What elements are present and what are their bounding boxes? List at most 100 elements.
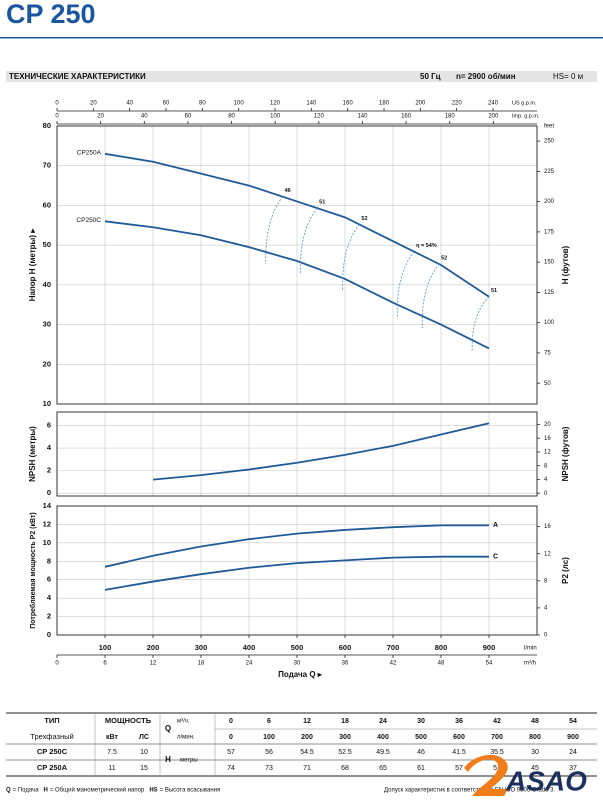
legend-text: = Подача <box>13 788 40 794</box>
y2-tick-label: 8 <box>544 463 548 469</box>
table-cell: 24 <box>379 718 387 725</box>
table-head: МОЩНОСТЬ <box>105 716 152 725</box>
y-tick-label: 4 <box>47 443 52 452</box>
table-cell: 300 <box>339 734 351 741</box>
table-cell: 11 <box>108 765 115 772</box>
top-tick-label: 120 <box>314 114 325 120</box>
table-cell: 15 <box>140 765 148 772</box>
table-cell: 61 <box>417 765 425 772</box>
table-cell: 800 <box>529 734 541 741</box>
x-tick-label: 500 <box>291 643 304 652</box>
top-tick-label: 100 <box>234 101 245 107</box>
top-tick-label: 180 <box>445 114 456 120</box>
efficiency-line <box>265 196 283 265</box>
x-tick-label: 100 <box>99 643 112 652</box>
x-tick-label: 200 <box>147 643 160 652</box>
efficiency-line <box>299 207 318 275</box>
y-tick-label: 2 <box>47 612 51 621</box>
x-tick-label: 900 <box>483 643 496 652</box>
top-tick-label: 80 <box>228 114 235 120</box>
table-cell: 73 <box>265 765 273 772</box>
y2-axis-label: H (футов) <box>561 245 570 284</box>
table-cell: 10 <box>140 749 148 756</box>
y-tick-label: 30 <box>43 320 51 329</box>
curve <box>152 422 490 481</box>
y2-tick-label: 50 <box>544 381 551 387</box>
table-model: CP 250C <box>37 747 68 756</box>
section-title: ТЕХНИЧЕСКИЕ ХАРАКТЕРИСТИКИ <box>9 72 146 81</box>
y2-tick-label: 100 <box>544 320 555 326</box>
y-tick-label: 12 <box>43 519 51 528</box>
table-head: ЛС <box>139 734 149 741</box>
top-tick-label: 180 <box>379 101 390 107</box>
table-cell: 35.5 <box>490 749 504 756</box>
table-cell: 74 <box>227 765 235 772</box>
table-cell: 0 <box>229 718 233 725</box>
x-tick-label: 400 <box>243 643 256 652</box>
table-cell: 500 <box>415 734 427 741</box>
top-tick-label: 200 <box>415 101 426 107</box>
table-cell: 100 <box>263 734 275 741</box>
efficiency-label: 51 <box>319 200 325 206</box>
y-axis-label: NPSH (метры) <box>28 426 37 482</box>
efficiency-line <box>421 263 440 329</box>
table-cell: 54 <box>569 718 577 725</box>
top-tick-label: 200 <box>488 114 499 120</box>
charts: 1020304050607080507510012515017520022525… <box>28 100 570 679</box>
y-tick-label: 2 <box>47 466 51 475</box>
frequency: 50 Гц <box>420 72 441 81</box>
y2-axis-label: NPSH (футов) <box>561 426 570 481</box>
x-tick-label: 600 <box>339 643 352 652</box>
y-tick-label: 50 <box>43 240 51 249</box>
curve-label: CP250C <box>76 217 101 224</box>
table-cell: 18 <box>341 718 349 725</box>
curve-label: C <box>493 554 498 561</box>
bottom-tick-label: 0 <box>55 661 59 667</box>
y-tick-label: 20 <box>43 359 51 368</box>
y2-tick-label: 150 <box>544 260 555 266</box>
table-cell: 57 <box>227 749 235 756</box>
footer: Q = Подача H = Общий манометрический напор H… <box>6 787 555 794</box>
y-tick-label: 80 <box>43 121 51 130</box>
table-head: Q <box>165 724 171 733</box>
efficiency-label: η = 54% <box>416 243 437 249</box>
logo-mark <box>464 754 508 796</box>
y2-tick-label: 175 <box>544 229 555 235</box>
efficiency-label: 52 <box>441 255 447 261</box>
y-tick-label: 4 <box>47 593 52 602</box>
table-cell: 41.5 <box>452 749 466 756</box>
top-tick-label: 120 <box>270 101 281 107</box>
top-tick-label: 220 <box>452 101 463 107</box>
y2-tick-label: 16 <box>544 524 551 530</box>
y2-tick-label: 0 <box>544 633 548 639</box>
legend-symbol: H <box>44 788 48 794</box>
bottom-axis-unit: m³/h <box>524 661 536 667</box>
curve <box>104 152 490 298</box>
logo: ASAO <box>464 754 587 796</box>
table-cell: 71 <box>303 765 311 772</box>
table-cell: 200 <box>301 734 313 741</box>
y-tick-label: 10 <box>43 399 51 408</box>
top-tick-label: 240 <box>488 101 499 107</box>
top-tick-label: 140 <box>306 101 317 107</box>
table-head: ТИП <box>44 716 59 725</box>
x-tick-label: 700 <box>387 643 400 652</box>
section-band <box>6 71 597 82</box>
table-cell: 49.5 <box>376 749 390 756</box>
page-title: CP 250 <box>6 0 96 29</box>
top-tick-label: 160 <box>343 101 354 107</box>
table-cell: 700 <box>491 734 503 741</box>
x-axis-label: Подача Q ▸ <box>278 670 323 679</box>
top-tick-label: 100 <box>270 114 281 120</box>
x-tick-label: 800 <box>435 643 448 652</box>
bottom-tick-label: 6 <box>103 661 107 667</box>
efficiency-line <box>396 251 415 317</box>
table-cell: 48 <box>531 718 539 725</box>
y2-tick-label: 8 <box>544 578 548 584</box>
table-head: H <box>165 755 171 764</box>
y-tick-label: 10 <box>43 538 51 547</box>
y2-unit: feet <box>544 124 554 130</box>
y-axis-label: Напор H (метры) ▸ <box>28 228 37 302</box>
curve <box>104 524 489 568</box>
curve <box>104 220 490 350</box>
